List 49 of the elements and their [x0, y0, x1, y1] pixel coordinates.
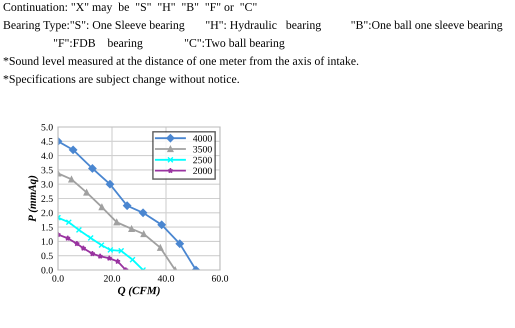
point — [118, 248, 124, 254]
point — [68, 146, 78, 154]
point — [176, 240, 184, 248]
x-tick-label: 0.0 — [52, 275, 64, 282]
text: *Specifications are subject change without notice. — [4, 74, 239, 86]
y-tick-label: 3.0 — [41, 181, 53, 188]
point — [129, 256, 136, 263]
point — [83, 189, 90, 196]
point — [128, 226, 135, 232]
point — [158, 220, 166, 229]
point — [88, 234, 94, 242]
point — [106, 180, 114, 188]
x-tick-label: 60.0 — [212, 275, 228, 282]
point — [98, 204, 105, 210]
point — [76, 226, 82, 234]
y-tick-label: 3.5 — [41, 166, 53, 174]
y-axis-title: P (mmAq) — [28, 176, 38, 222]
point — [88, 164, 97, 173]
point — [114, 258, 121, 264]
point — [107, 246, 114, 254]
point — [97, 253, 104, 259]
text: "F":FDB bearing "C":Two ball bearing — [54, 38, 285, 50]
point — [66, 219, 72, 226]
legend-label: 2000 — [193, 168, 212, 174]
y-tick-label: 1.0 — [42, 238, 53, 245]
point — [140, 230, 147, 238]
x-tick-label: 20.0 — [104, 275, 120, 282]
point — [138, 208, 148, 217]
text: Continuation: "X" may be "S" "H" "B" "F" or "C" — [3, 2, 257, 14]
point — [98, 242, 105, 248]
x-tick-label: 40.0 — [158, 275, 174, 282]
y-tick-label: 4.5 — [41, 138, 53, 145]
x-axis-title: Q (CFM) — [118, 286, 160, 297]
y-tick-label: 0.5 — [41, 252, 53, 260]
legend-label: 3500 — [193, 146, 212, 152]
y-tick-label: 2.5 — [41, 195, 53, 202]
point — [74, 240, 80, 246]
y-tick-label: 4.0 — [41, 152, 53, 160]
point — [122, 202, 132, 210]
point — [89, 250, 96, 256]
y-tick-label: 0.0 — [41, 266, 53, 274]
legend-label: 2500 — [193, 156, 212, 164]
text: *Sound level measured at the distance of one meter from the axis of intake. — [4, 56, 358, 66]
point — [68, 176, 75, 182]
y-tick-label: 1.5 — [42, 224, 53, 231]
legend-label: 4000 — [192, 135, 212, 142]
y-tick-label: 5.0 — [42, 124, 53, 131]
y-tick-label: 2.0 — [41, 210, 53, 216]
text: Bearing Type:"S": One Sleeve bearing "H": Hydraulic bearing "B":One ball one sleeve bearing — [3, 20, 502, 32]
